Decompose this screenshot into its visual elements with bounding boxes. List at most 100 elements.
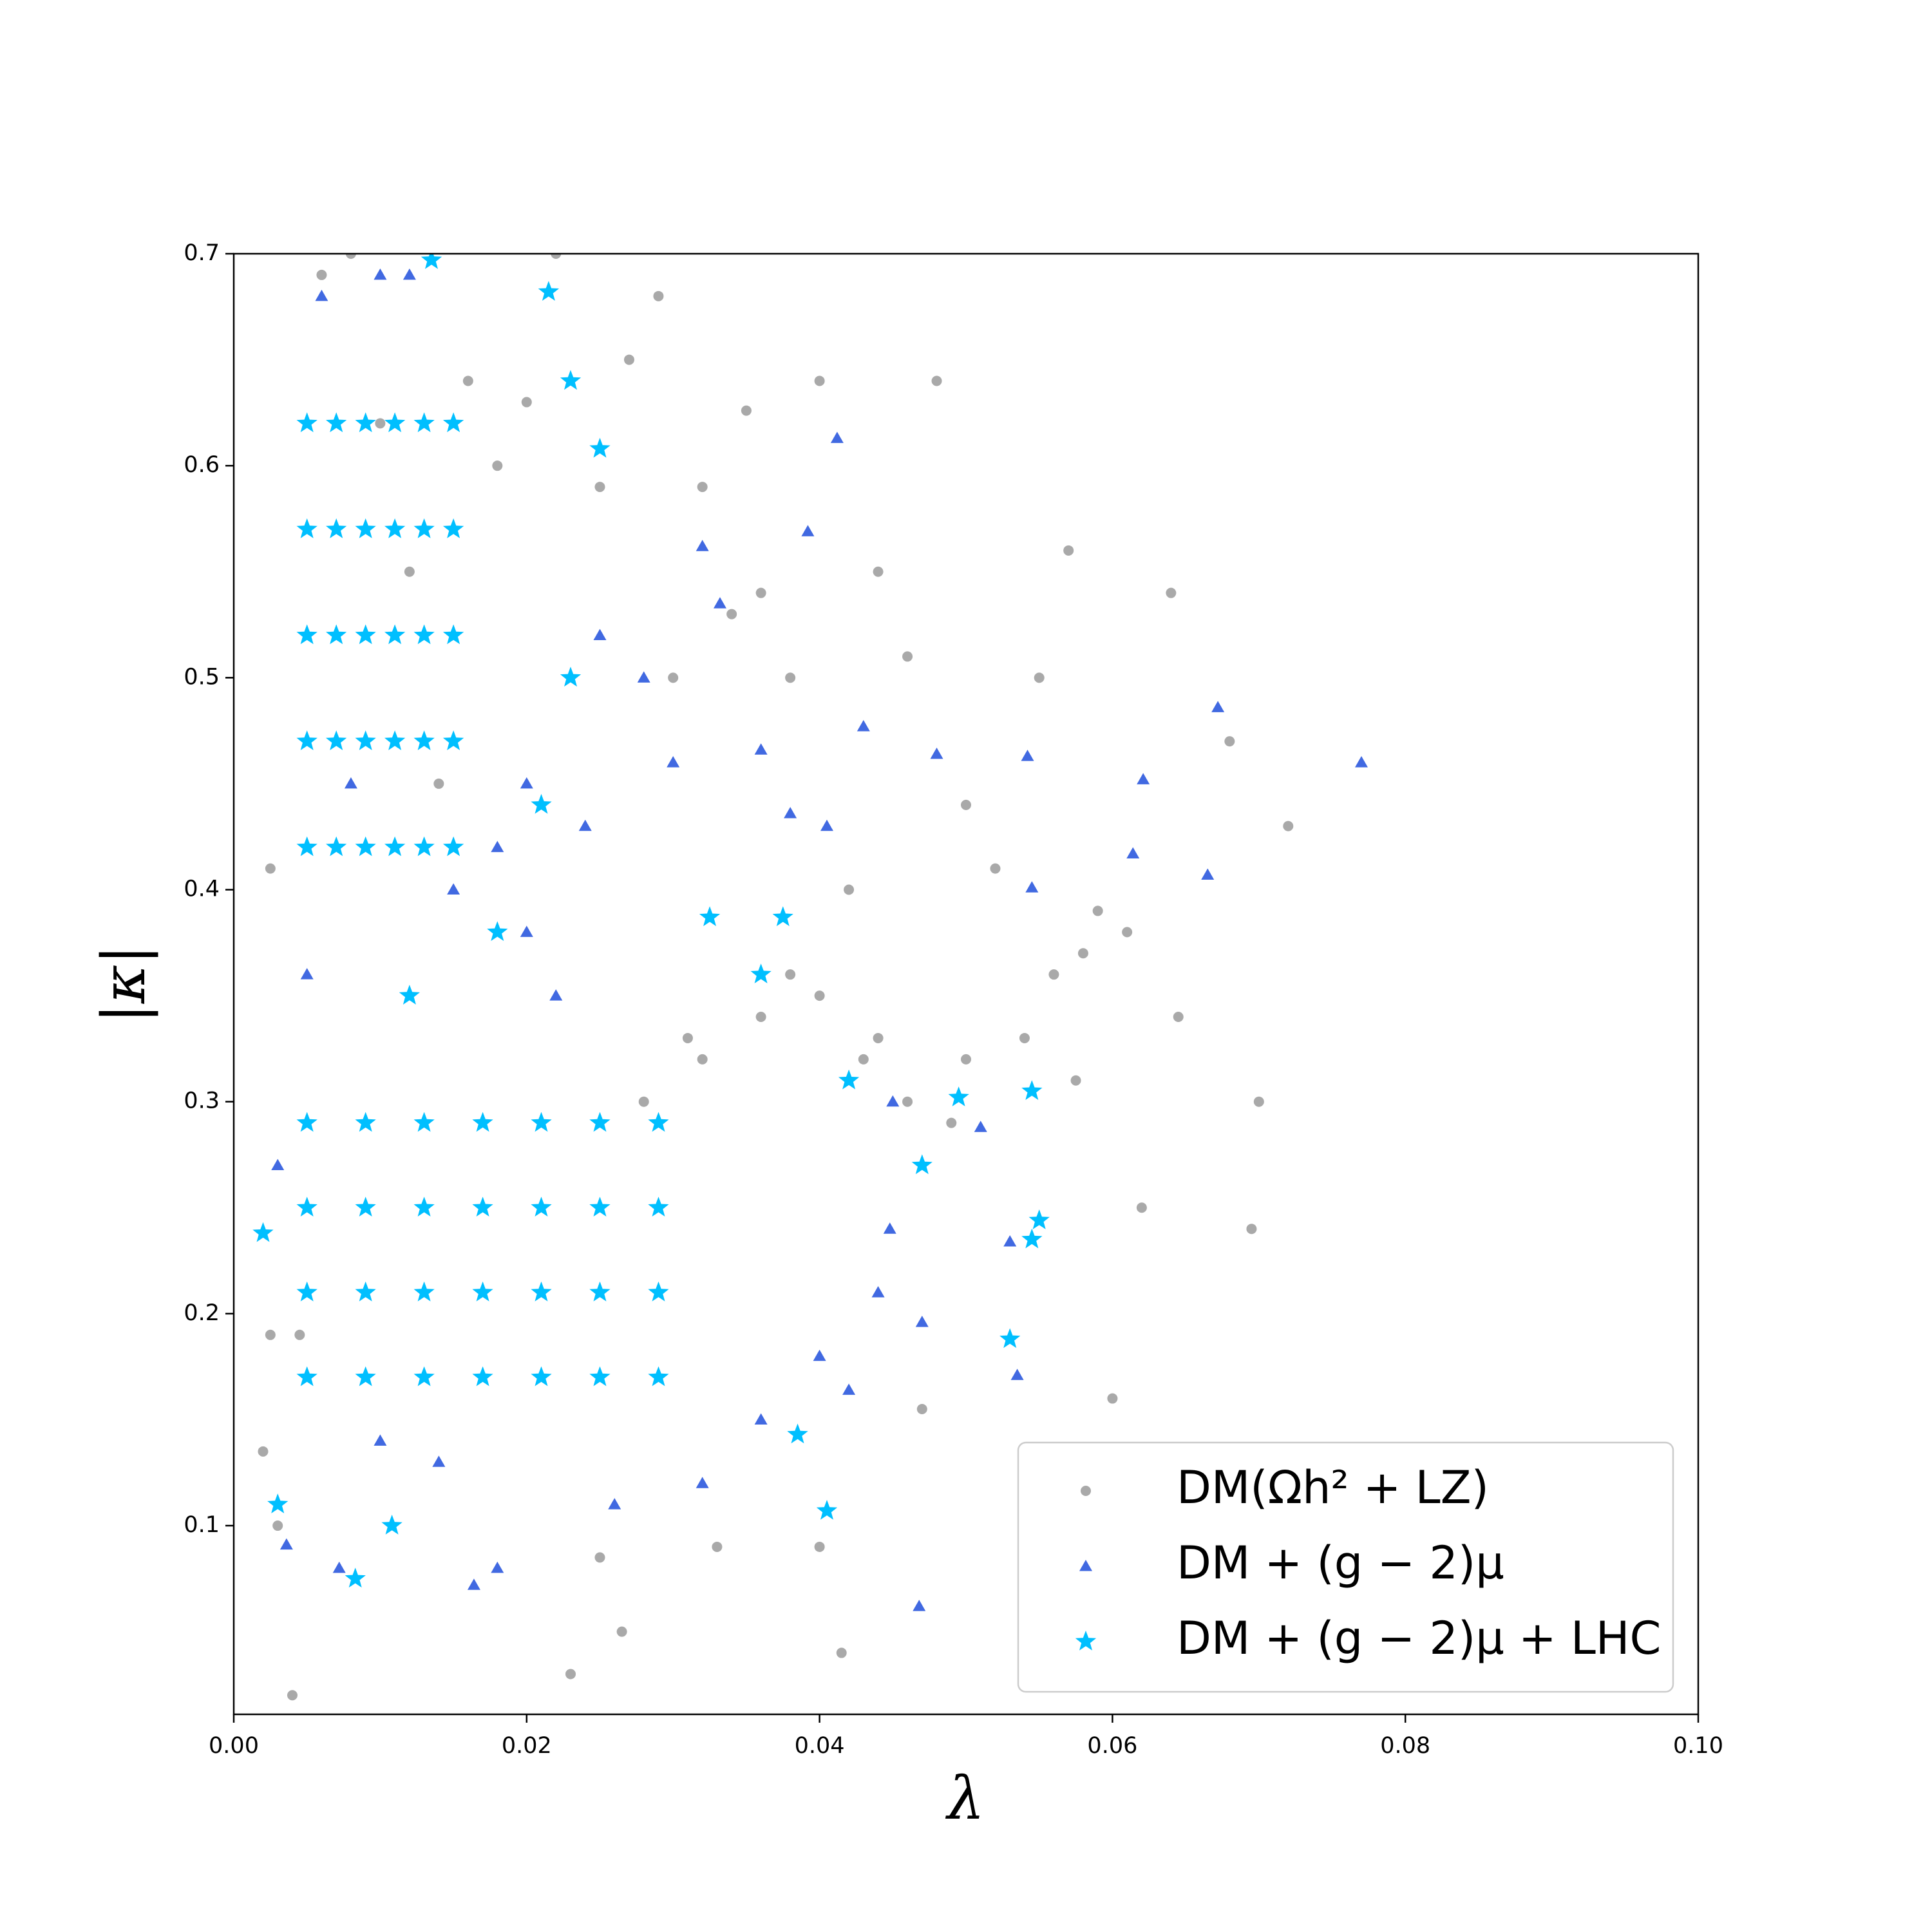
star-marker (1021, 1080, 1043, 1100)
star-marker (648, 1197, 669, 1217)
triangle-marker (593, 629, 607, 641)
star-marker (296, 836, 317, 857)
triangle-marker (549, 989, 563, 1001)
circle-marker (521, 397, 532, 408)
circle-marker (1283, 820, 1294, 831)
triangle-marker (374, 268, 387, 280)
triangle-marker (402, 268, 416, 280)
star-marker (472, 1112, 493, 1132)
star-marker (296, 730, 317, 750)
circle-marker (594, 482, 605, 493)
circle-marker (931, 375, 942, 386)
legend-marker (1075, 1631, 1097, 1651)
triangle-marker (520, 777, 533, 789)
star-marker (384, 624, 406, 645)
circle-marker (873, 1032, 884, 1043)
star-marker (296, 1112, 317, 1132)
triangle-marker (813, 1349, 826, 1361)
star-marker (472, 1197, 493, 1217)
star-marker (442, 730, 464, 750)
y-tick-label: 0.3 (184, 1088, 220, 1114)
star-marker (699, 906, 721, 927)
circle-marker (638, 1096, 649, 1107)
circle-marker (272, 1520, 283, 1531)
star-marker (948, 1086, 969, 1106)
star-marker (345, 1567, 366, 1588)
circle-marker (1092, 905, 1103, 916)
circle-marker (697, 482, 708, 493)
axes-frame (232, 252, 1700, 1716)
triangle-marker (1010, 1368, 1024, 1380)
circle-marker (785, 672, 796, 683)
triangle-marker (667, 756, 680, 768)
star-marker (816, 1500, 838, 1520)
circle-marker (287, 1690, 298, 1701)
star-marker (442, 624, 464, 645)
star-marker (472, 1281, 493, 1302)
triangle-marker (974, 1121, 987, 1132)
star-marker (413, 518, 435, 538)
star-marker (589, 437, 611, 458)
triangle-marker (713, 597, 726, 609)
circle-marker (1173, 1012, 1184, 1023)
y-tick-label: 0.4 (184, 876, 220, 902)
circle-marker (462, 375, 473, 386)
triangle-marker (754, 1413, 768, 1425)
star-marker (648, 1112, 669, 1132)
star-marker (296, 1281, 317, 1302)
star-marker (355, 1281, 376, 1302)
triangle-marker (754, 743, 768, 755)
legend-label: DM + (g − 2)μ (1177, 1537, 1504, 1589)
triangle-marker (578, 819, 592, 831)
legend: DM(Ωh² + LZ) DM + (g − 2)μ DM + (g − 2)μ +… (1017, 1441, 1674, 1693)
star-marker (355, 1366, 376, 1387)
star-marker (355, 412, 376, 433)
circle-marker (594, 1552, 605, 1563)
y-tick-label: 0.5 (184, 664, 220, 690)
circle-marker (551, 254, 562, 259)
circle-marker (1019, 1032, 1030, 1043)
y-tick-label: 0.1 (184, 1512, 220, 1538)
circle-marker (668, 672, 679, 683)
star-marker (531, 1197, 552, 1217)
circle-marker (1063, 545, 1074, 556)
triangle-marker (886, 1095, 900, 1107)
circle-marker (1224, 736, 1235, 747)
star-marker (381, 1515, 402, 1535)
circle-marker (492, 460, 503, 471)
triangle-marker (801, 525, 815, 536)
triangle-marker (432, 1455, 446, 1467)
circle-marker (1166, 587, 1177, 598)
triangle-marker (315, 289, 328, 301)
triangle-marker (491, 1561, 504, 1573)
star-marker (384, 412, 406, 433)
circle-marker (1136, 1202, 1147, 1213)
circle-marker (345, 254, 356, 259)
star-marker (355, 836, 376, 857)
star-marker (648, 1366, 669, 1387)
circle-marker (755, 1012, 766, 1023)
x-tick-label: 0.06 (1087, 1733, 1137, 1759)
triangle-marker (374, 1434, 387, 1446)
star-marker (355, 1112, 376, 1132)
star-marker (326, 836, 347, 857)
triangle-marker (915, 1316, 929, 1327)
legend-marker (1079, 1560, 1092, 1571)
legend-label: DM(Ωh² + LZ) (1177, 1461, 1489, 1514)
star-marker (560, 370, 582, 390)
star-marker (267, 1493, 289, 1513)
star-marker (487, 921, 508, 942)
star-marker (911, 1154, 933, 1175)
star-marker (296, 412, 317, 433)
x-tick-label: 0.08 (1380, 1733, 1430, 1759)
star-marker (326, 624, 347, 645)
triangle-marker (271, 1159, 285, 1170)
circle-marker (961, 799, 971, 810)
triangle-marker (842, 1383, 856, 1395)
star-marker (442, 412, 464, 433)
star-marker (531, 793, 552, 814)
y-axis-label: |κ| (90, 945, 158, 1023)
star-marker (326, 518, 347, 538)
triangle-marker (871, 1285, 885, 1298)
star-marker (413, 1112, 435, 1132)
